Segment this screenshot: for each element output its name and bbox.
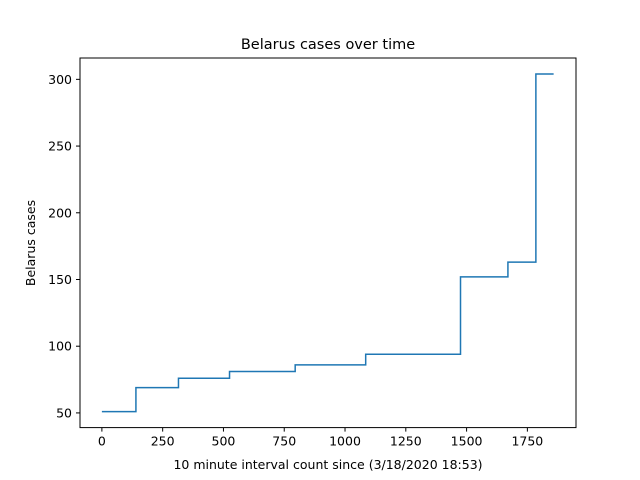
- chart-title: Belarus cases over time: [241, 37, 415, 53]
- y-axis-ticks: 50 100 150 200 250 300: [48, 72, 80, 420]
- y-tick-label: 250: [48, 139, 72, 154]
- x-tick-label: 500: [212, 434, 236, 449]
- x-tick-label: 1000: [329, 434, 361, 449]
- y-tick-label: 300: [48, 72, 72, 87]
- x-tick-label: 250: [151, 434, 175, 449]
- series-layer: [101, 73, 554, 413]
- x-axis-label: 10 minute interval count since (3/18/202…: [173, 457, 482, 472]
- x-axis-ticks: 0 250 500 750 1000 1250 1500 1750: [98, 427, 543, 449]
- y-tick-label: 50: [56, 405, 72, 420]
- x-tick-label: 750: [272, 434, 296, 449]
- x-tick-label: 1750: [511, 434, 543, 449]
- x-tick-label: 1500: [451, 434, 483, 449]
- x-tick-label: 0: [98, 434, 106, 449]
- y-axis-label: Belarus cases: [23, 200, 38, 286]
- y-tick-label: 150: [48, 272, 72, 287]
- y-tick-label: 200: [48, 205, 72, 220]
- axes-frame: [79, 57, 577, 429]
- x-tick-label: 1250: [390, 434, 422, 449]
- series-line-0: [101, 73, 554, 413]
- y-tick-label: 100: [48, 339, 72, 354]
- plot-area: [80, 58, 576, 428]
